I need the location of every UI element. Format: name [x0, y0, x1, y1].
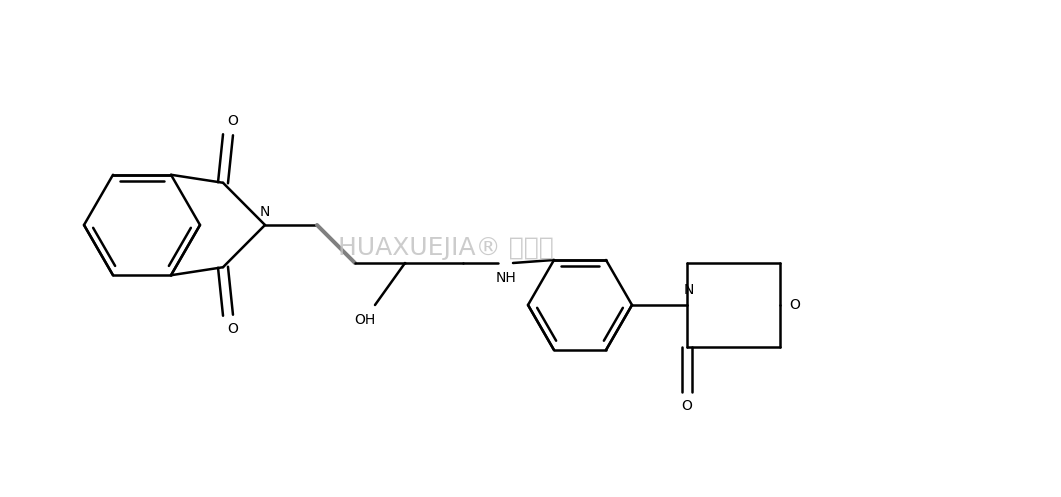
Text: O: O — [227, 322, 239, 336]
Text: O: O — [789, 298, 800, 312]
Text: O: O — [681, 399, 693, 413]
Text: NH: NH — [495, 271, 517, 285]
Text: O: O — [227, 114, 239, 128]
Text: HUAXUEJIA® 化学加: HUAXUEJIA® 化学加 — [337, 237, 554, 260]
Text: N: N — [260, 205, 271, 219]
Text: OH: OH — [354, 313, 376, 327]
Text: N: N — [683, 283, 694, 297]
